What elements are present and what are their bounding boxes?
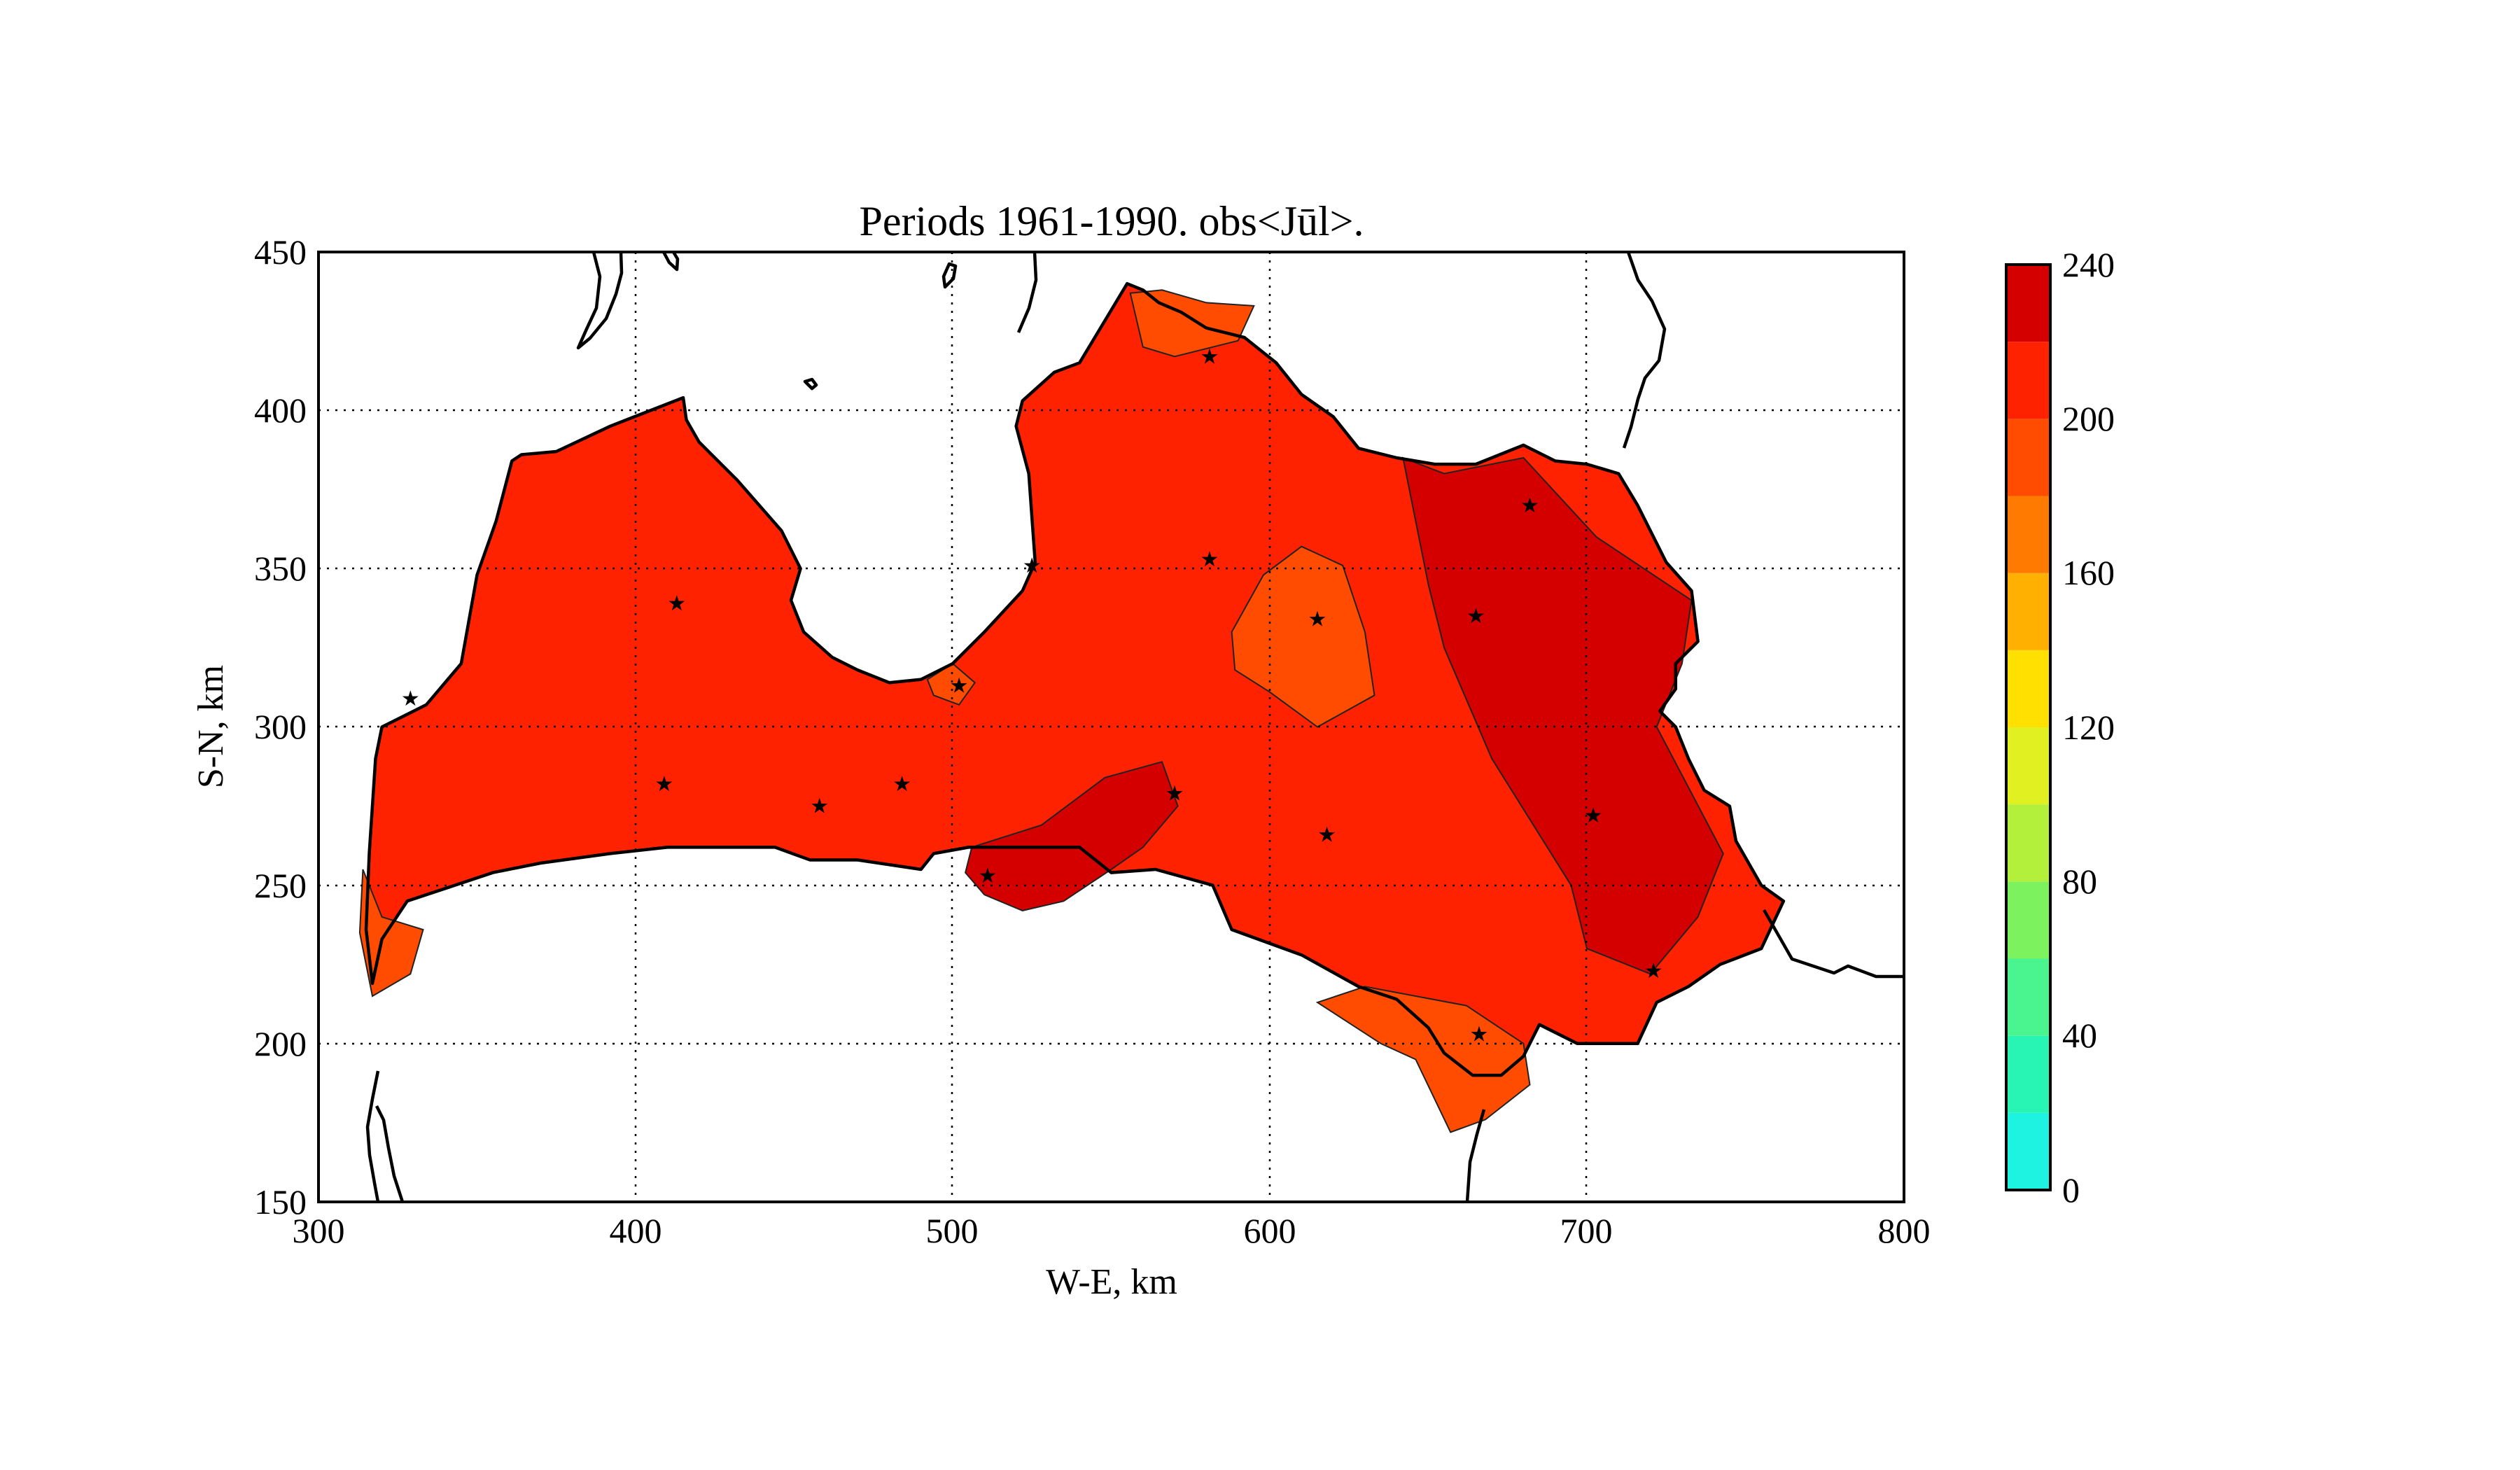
colorbar-band: [2006, 881, 2050, 959]
station-markers: ★★★★★★★★★★★★★★★★★★: [401, 345, 1663, 1046]
zone-south-east: [1315, 986, 1531, 1133]
colorbar-tick-label: 200: [2062, 399, 2115, 438]
colorbar-band: [2006, 958, 2050, 1036]
station-marker: ★: [667, 592, 686, 615]
zone-north-center: [1129, 289, 1255, 358]
colorbar-band: [2006, 727, 2050, 805]
x-tick-label: 300: [293, 1211, 345, 1250]
colorbar-tick-label: 80: [2062, 862, 2097, 901]
colorbar-tick-label: 0: [2062, 1170, 2080, 1210]
y-tick-label: 400: [254, 391, 307, 430]
station-marker: ★: [978, 864, 997, 888]
y-tick-label: 250: [254, 866, 307, 905]
y-tick-label: 150: [254, 1182, 307, 1222]
zone-central-east: [1231, 545, 1376, 728]
station-marker: ★: [1200, 548, 1219, 571]
station-marker: ★: [1317, 823, 1336, 846]
x-tick-label: 500: [926, 1211, 979, 1250]
colorbar-tick-label: 120: [2062, 708, 2115, 747]
colorbar-band: [2006, 804, 2050, 882]
x-tick-label: 800: [1878, 1211, 1931, 1250]
station-marker: ★: [1166, 782, 1184, 805]
station-marker: ★: [810, 795, 829, 818]
x-axis: 300 400 500 600 700 800 W-E, km: [293, 1211, 1931, 1302]
colorbar-tick-label: 160: [2062, 553, 2115, 592]
station-marker: ★: [1308, 608, 1326, 631]
grid-lines: [318, 252, 1904, 1202]
colorbar-bands: [2006, 265, 2050, 1190]
zone-east-hot: [1401, 456, 1724, 975]
colorbar-band: [2006, 265, 2050, 342]
station-marker: ★: [1470, 1023, 1489, 1046]
station-marker: ★: [654, 773, 673, 796]
station-marker: ★: [1520, 494, 1539, 517]
y-tick-label: 300: [254, 707, 307, 746]
x-tick-label: 700: [1560, 1211, 1613, 1250]
y-axis: 450 400 350 300 250 200 150 S-N, km: [191, 232, 307, 1222]
colorbar-band: [2006, 573, 2050, 650]
station-marker: ★: [1200, 345, 1219, 368]
colorbar-band: [2006, 1035, 2050, 1113]
colorbar-tick-label: 40: [2062, 1016, 2097, 1055]
station-marker: ★: [1466, 605, 1485, 628]
x-tick-label: 600: [1244, 1211, 1296, 1250]
country-border: [364, 281, 1786, 1077]
colorbar: 240 200 160 120 80 40 0: [2005, 245, 2115, 1210]
station-marker: ★: [1644, 960, 1663, 983]
station-marker: ★: [1023, 554, 1042, 578]
colorbar-band: [2006, 419, 2050, 496]
zone-central-south-hot: [965, 761, 1179, 911]
plot-frame: [317, 251, 1905, 1203]
map-title: Periods 1961-1990. obs<Jūl>.: [859, 198, 1364, 244]
coastline: [365, 252, 1904, 1202]
y-axis-label: S-N, km: [191, 665, 231, 788]
station-marker: ★: [950, 675, 969, 698]
station-marker: ★: [401, 687, 420, 710]
colorbar-band: [2006, 342, 2050, 419]
colorbar-band: [2006, 650, 2050, 727]
y-tick-label: 350: [254, 549, 307, 588]
x-tick-label: 400: [610, 1211, 662, 1250]
station-marker: ★: [892, 773, 911, 796]
temperature-zones: [358, 281, 1786, 1133]
colorbar-tick-label: 240: [2062, 245, 2115, 284]
colorbar-band: [2006, 1112, 2050, 1190]
x-axis-label: W-E, km: [1046, 1262, 1177, 1302]
y-tick-label: 200: [254, 1024, 307, 1063]
colorbar-band: [2006, 496, 2050, 573]
colorbar-frame: [2005, 263, 2052, 1191]
y-tick-label: 450: [254, 232, 307, 272]
